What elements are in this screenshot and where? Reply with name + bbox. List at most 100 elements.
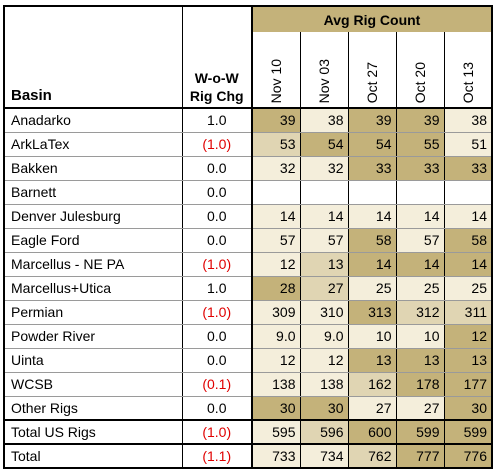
- rig-count-cell: 309: [252, 300, 301, 325]
- table-row: Total (1.1) 733 734 762 777 776: [3, 443, 493, 469]
- rig-count-cell: 54: [348, 132, 397, 157]
- wow-header-line1: W-o-W: [194, 70, 239, 86]
- date-label: Nov 03: [316, 58, 332, 103]
- wow-change-cell: 1.0: [182, 276, 253, 301]
- rig-count-cell: 28: [252, 276, 301, 301]
- rig-count-cell: 312: [396, 300, 445, 325]
- rig-count-cell: 14: [444, 204, 493, 229]
- rig-count-cell: [444, 180, 493, 205]
- rig-count-cell: 32: [300, 156, 349, 181]
- table-row: Denver Julesburg 0.0 14 14 14 14 14: [3, 204, 493, 229]
- basin-name-cell: Uinta: [3, 348, 183, 373]
- rig-count-cell: [252, 180, 301, 205]
- wow-change-cell: 1.0: [182, 107, 253, 133]
- date-header: Nov 03: [300, 32, 349, 108]
- rig-count-cell: 32: [252, 156, 301, 181]
- avg-rig-count-header: Avg Rig Count: [252, 5, 493, 32]
- rig-count-cell: 600: [348, 419, 397, 445]
- rig-count-cell: 311: [444, 300, 493, 325]
- wow-change-cell: (1.0): [182, 300, 253, 325]
- wow-change-cell: 0.0: [182, 156, 253, 181]
- rig-count-cell: 25: [396, 276, 445, 301]
- date-header: Oct 27: [348, 32, 397, 108]
- rig-count-cell: 39: [252, 107, 301, 133]
- basin-name-cell: Anadarko: [3, 107, 183, 133]
- rig-count-cell: 58: [444, 228, 493, 253]
- rig-count-cell: 14: [252, 204, 301, 229]
- wow-change-cell: 0.0: [182, 180, 253, 205]
- date-header: Nov 10: [252, 32, 301, 108]
- basin-name-cell: Total US Rigs: [3, 419, 183, 445]
- rig-count-cell: 13: [300, 252, 349, 277]
- rig-count-cell: 12: [300, 348, 349, 373]
- basin-name-cell: Other Rigs: [3, 396, 183, 421]
- rig-count-cell: 12: [252, 348, 301, 373]
- wow-change-cell: 0.0: [182, 348, 253, 373]
- date-header: Oct 20: [396, 32, 445, 108]
- rig-count-cell: 39: [396, 107, 445, 133]
- rig-count-cell: 14: [396, 252, 445, 277]
- basin-name-cell: Bakken: [3, 156, 183, 181]
- rig-count-cell: 25: [348, 276, 397, 301]
- table-row: Bakken 0.0 32 32 33 33 33: [3, 156, 493, 181]
- date-label: Oct 27: [364, 61, 380, 103]
- rig-count-cell: 38: [300, 107, 349, 133]
- table-row: Marcellus - NE PA (1.0) 12 13 14 14 14: [3, 252, 493, 277]
- rig-count-cell: 57: [396, 228, 445, 253]
- basin-name-cell: Marcellus - NE PA: [3, 252, 183, 277]
- basin-name-cell: Denver Julesburg: [3, 204, 183, 229]
- rig-count-cell: 30: [300, 396, 349, 421]
- wow-change-cell: (1.0): [182, 419, 253, 445]
- table-row: Uinta 0.0 12 12 13 13 13: [3, 348, 493, 373]
- rig-count-cell: 177: [444, 372, 493, 397]
- table-row: WCSB (0.1) 138 138 162 178 177: [3, 372, 493, 397]
- rig-count-cell: 30: [444, 396, 493, 421]
- basin-name-cell: ArkLaTex: [3, 132, 183, 157]
- rig-count-cell: 313: [348, 300, 397, 325]
- rig-count-cell: 51: [444, 132, 493, 157]
- rig-count-cell: 27: [348, 396, 397, 421]
- rig-count-cell: 12: [252, 252, 301, 277]
- basin-name-cell: Marcellus+Utica: [3, 276, 183, 301]
- basin-name-cell: Powder River: [3, 324, 183, 349]
- rig-count-cell: 14: [348, 204, 397, 229]
- table-row: Total US Rigs (1.0) 595 596 600 599 599: [3, 419, 493, 445]
- table-row: Powder River 0.0 9.0 9.0 10 10 12: [3, 324, 493, 349]
- wow-change-cell: 0.0: [182, 228, 253, 253]
- rig-count-cell: 25: [444, 276, 493, 301]
- rig-count-cell: 33: [444, 156, 493, 181]
- rig-count-cell: 178: [396, 372, 445, 397]
- rig-count-cell: 13: [396, 348, 445, 373]
- table-row: Barnett 0.0: [3, 180, 493, 205]
- basin-column-header: Basin: [3, 5, 183, 108]
- table-row: Eagle Ford 0.0 57 57 58 57 58: [3, 228, 493, 253]
- rig-count-cell: [396, 180, 445, 205]
- header-row-top: Basin W-o-W Rig Chg Avg Rig Count: [3, 5, 493, 108]
- rig-count-cell: 777: [396, 443, 445, 469]
- rig-count-cell: [348, 180, 397, 205]
- rig-count-table: Basin W-o-W Rig Chg Avg Rig Count Nov 10…: [3, 5, 493, 469]
- wow-change-cell: 0.0: [182, 396, 253, 421]
- rig-count-cell: 14: [396, 204, 445, 229]
- rig-count-cell: 596: [300, 419, 349, 445]
- rig-count-cell: 310: [300, 300, 349, 325]
- date-label: Oct 13: [459, 61, 476, 103]
- rig-count-cell: 10: [396, 324, 445, 349]
- rig-count-cell: 599: [444, 419, 493, 445]
- rig-count-cell: 776: [444, 443, 493, 469]
- wow-change-cell: (1.0): [182, 252, 253, 277]
- wow-column-header: W-o-W Rig Chg: [182, 5, 253, 108]
- wow-change-cell: (1.0): [182, 132, 253, 157]
- header-row-dates: Nov 10 Nov 03 Oct 27 Oct 20 Oct 13: [4, 32, 493, 108]
- rig-count-cell: 30: [252, 396, 301, 421]
- table-row: Anadarko 1.0 39 38 39 39 38: [3, 107, 493, 133]
- rig-count-cell: 734: [300, 443, 349, 469]
- table-row: Other Rigs 0.0 30 30 27 27 30: [3, 396, 493, 421]
- rig-count-cell: 14: [300, 204, 349, 229]
- wow-change-cell: 0.0: [182, 324, 253, 349]
- table-row: ArkLaTex (1.0) 53 54 54 55 51: [3, 132, 493, 157]
- rig-count-cell: 9.0: [300, 324, 349, 349]
- rig-count-cell: 762: [348, 443, 397, 469]
- table-row: Marcellus+Utica 1.0 28 27 25 25 25: [3, 276, 493, 301]
- date-label: Nov 10: [268, 58, 285, 103]
